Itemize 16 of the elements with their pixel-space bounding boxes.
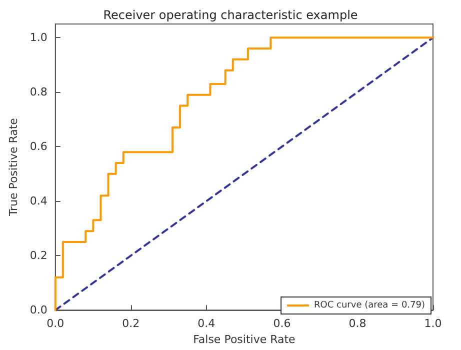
y-axis-title: True Positive Rate — [7, 118, 20, 218]
y-tick-label: 0.4 — [30, 194, 48, 208]
x-tick-label: 0.4 — [198, 317, 216, 330]
chart-title: Receiver operating characteristic example — [103, 8, 358, 22]
x-tick-label: 1.0 — [424, 317, 442, 330]
y-tick-label: 0.8 — [30, 86, 48, 99]
x-tick-label: 0.0 — [46, 317, 64, 330]
x-tick-label: 0.2 — [122, 317, 140, 330]
y-tick-label: 0.0 — [30, 304, 48, 317]
y-tick-label: 0.6 — [30, 140, 48, 154]
x-tick-label: 0.6 — [273, 317, 291, 330]
x-tick-label: 0.8 — [348, 317, 366, 330]
y-tick-label: 1.0 — [30, 31, 48, 44]
legend-label: ROC curve (area = 0.79) — [314, 300, 425, 310]
y-tick-label: 0.2 — [30, 249, 48, 262]
x-axis-title: False Positive Rate — [193, 333, 296, 346]
